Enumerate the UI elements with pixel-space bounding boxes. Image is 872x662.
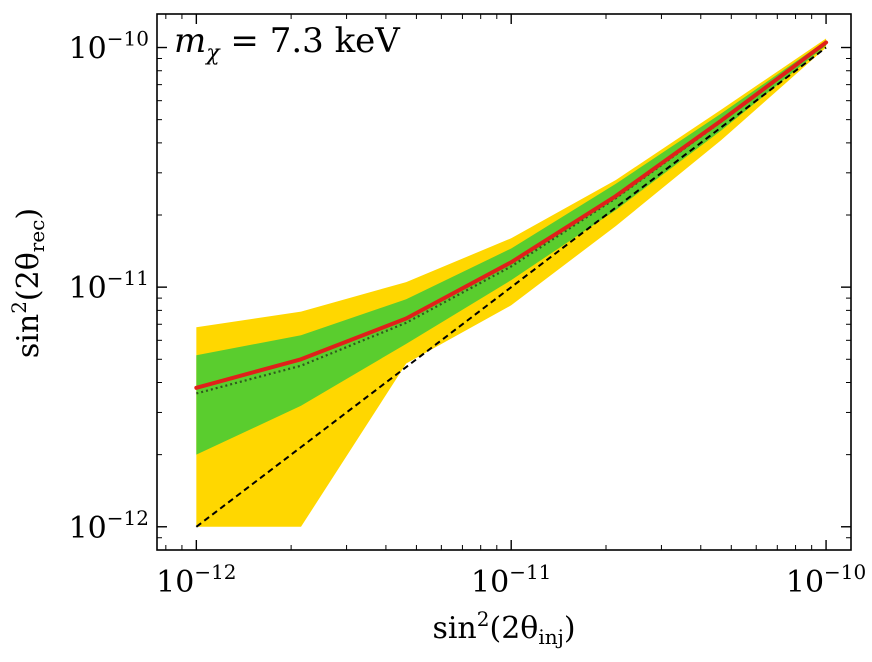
- y-axis-title-post: ): [11, 208, 46, 220]
- y-axis-title-pre: sin: [11, 314, 46, 358]
- x-tick-label: 10−10: [786, 560, 866, 600]
- annotation-symbol: m: [174, 21, 206, 61]
- mass-annotation: mχ = 7.3 keV: [174, 21, 401, 66]
- y-tick-label-exponent: −11: [107, 266, 149, 290]
- x-tick-label-exponent: −11: [509, 560, 551, 584]
- x-axis-title: sin2(2θinj): [432, 607, 575, 649]
- x-axis-title-sup: 2: [477, 607, 490, 631]
- y-tick-label: 10−10: [69, 27, 149, 67]
- plot-frame: [156, 13, 852, 551]
- y-axis-title-sub: rec: [25, 220, 49, 253]
- y-tick-label-base: 10: [69, 271, 107, 306]
- y-axis-title-sup: 2: [7, 301, 31, 314]
- solid-line: [194, 40, 829, 390]
- x-tick-label-exponent: −10: [824, 560, 866, 584]
- y-tick-label-base: 10: [69, 511, 107, 546]
- x-tick-label-exponent: −12: [194, 560, 236, 584]
- x-tick-label-base: 10: [471, 565, 509, 600]
- plot-area: [194, 38, 829, 528]
- annotation-subscript: χ: [204, 41, 221, 66]
- confidence-band-2: [196, 40, 827, 455]
- x-axis-title-post: ): [564, 611, 576, 646]
- y-tick-label-base: 10: [69, 32, 107, 67]
- x-tick-label-base: 10: [156, 565, 194, 600]
- y-axis-title-mid: (2θ: [11, 252, 46, 301]
- x-tick-label: 10−12: [156, 560, 236, 600]
- tick-marks: [157, 14, 851, 551]
- x-tick-label-base: 10: [786, 565, 824, 600]
- x-axis-title-pre: sin: [432, 611, 476, 646]
- y-tick-label-exponent: −12: [107, 506, 149, 530]
- x-axis-title-mid: (2θ: [489, 611, 538, 646]
- y-tick-label: 10−12: [69, 506, 149, 546]
- y-tick-label: 10−11: [69, 266, 149, 306]
- dashed-line: [195, 46, 827, 528]
- x-axis-title-sub: inj: [538, 625, 563, 649]
- annotation-value: = 7.3 keV: [220, 21, 402, 61]
- y-axis-title: sin2(2θrec): [7, 208, 49, 358]
- y-tick-label-exponent: −10: [107, 27, 149, 51]
- x-tick-label: 10−11: [471, 560, 551, 600]
